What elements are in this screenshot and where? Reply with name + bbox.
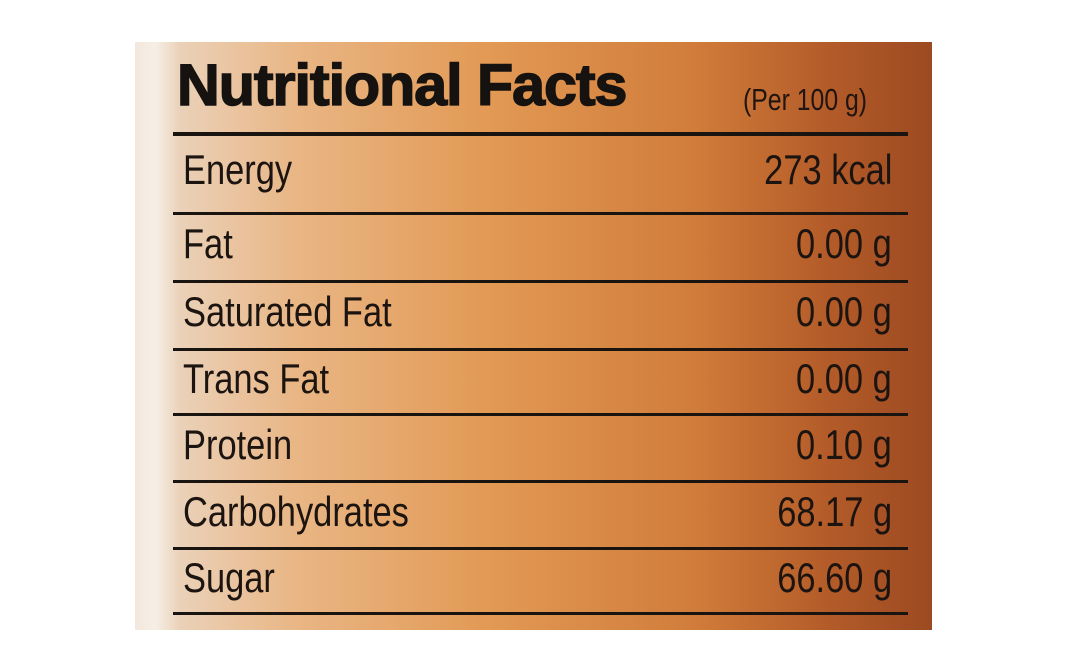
row-value: 0.00 g	[796, 220, 892, 267]
row-value: 0.00 g	[796, 288, 892, 335]
rule	[173, 413, 908, 416]
rule	[173, 547, 908, 550]
label-photo: Nutritional Facts (Per 100 g) Energy 273 …	[135, 42, 932, 630]
row-label: Carbohydrates	[183, 487, 409, 535]
rule	[173, 280, 908, 283]
row-value: 0.10 g	[796, 420, 892, 468]
row-label: Trans Fat	[183, 354, 330, 402]
row-label: Protein	[183, 420, 293, 468]
rule	[173, 612, 908, 615]
row-value: 68.17 g	[777, 487, 892, 535]
row-value: 66.60 g	[777, 553, 892, 601]
row-label: Sugar	[183, 553, 275, 601]
rule	[173, 132, 908, 136]
rule	[173, 348, 908, 351]
row-label: Fat	[183, 220, 233, 267]
row-label: Saturated Fat	[183, 288, 392, 335]
rule	[173, 480, 908, 483]
row-value: 273 kcal	[763, 146, 892, 193]
title: Nutritional Facts	[176, 52, 628, 119]
row-label: Energy	[183, 146, 293, 193]
rule	[173, 212, 908, 215]
row-value: 0.00 g	[796, 354, 892, 402]
subtitle: (Per 100 g)	[743, 82, 868, 117]
